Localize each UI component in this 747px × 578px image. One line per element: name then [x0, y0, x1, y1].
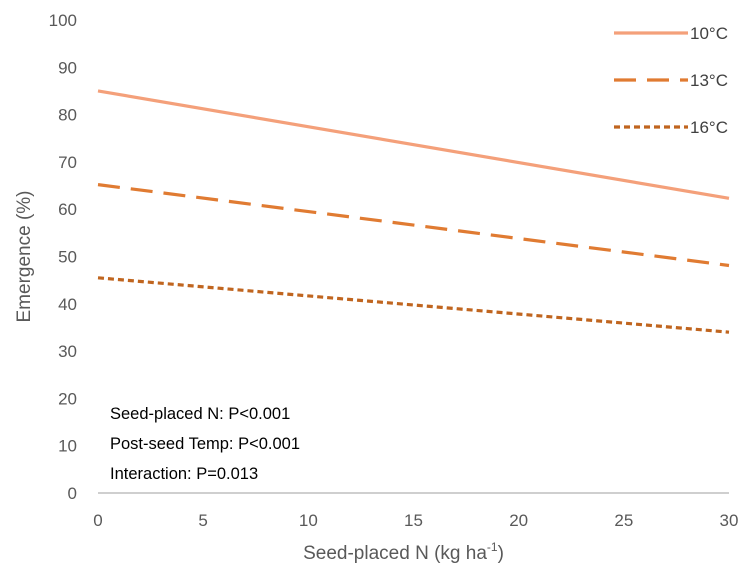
y-tick-label-30: 30: [58, 342, 77, 361]
y-tick-label-10: 10: [58, 437, 77, 456]
x-axis-title-close: ): [498, 543, 504, 564]
legend-label-13-c: 13°C: [690, 71, 728, 90]
x-tick-label-15: 15: [404, 511, 423, 530]
y-tick-labels: 0 10 20 30 40 50 60 70 80 90 100: [49, 11, 77, 503]
x-tick-label-25: 25: [614, 511, 633, 530]
legend: 10°C 13°C 16°C: [614, 24, 728, 137]
y-tick-label-80: 80: [58, 106, 77, 125]
x-tick-label-0: 0: [93, 511, 102, 530]
x-axis-title-superscript: -1: [487, 540, 498, 554]
annotation-3: Interaction: P=0.013: [110, 465, 258, 483]
legend-label-16-c: 16°C: [690, 118, 728, 137]
series-line-13-c: [97, 183, 730, 268]
annotations: Seed-placed N: P<0.001 Post-seed Temp: P<…: [110, 405, 300, 483]
x-axis-title-main: Seed-placed N (kg ha: [303, 543, 487, 564]
y-tick-label-20: 20: [58, 389, 77, 408]
y-tick-label-100: 100: [49, 11, 77, 30]
y-tick-label-0: 0: [68, 484, 77, 503]
y-tick-label-40: 40: [58, 295, 77, 314]
y-tick-label-90: 90: [58, 58, 77, 77]
y-tick-label-60: 60: [58, 200, 77, 219]
series-line-10-c: [97, 89, 730, 200]
annotation-1: Seed-placed N: P<0.001: [110, 405, 290, 423]
x-tick-label-30: 30: [720, 511, 739, 530]
x-axis-title: Seed-placed N (kg ha-1): [303, 540, 504, 564]
y-tick-label-50: 50: [58, 248, 77, 267]
annotation-2: Post-seed Temp: P<0.001: [110, 435, 300, 453]
series-lines: [97, 89, 730, 334]
y-tick-label-70: 70: [58, 153, 77, 172]
x-tick-label-20: 20: [509, 511, 528, 530]
x-tick-label-5: 5: [198, 511, 207, 530]
x-tick-label-10: 10: [299, 511, 318, 530]
series-line-16-c: [97, 276, 730, 334]
legend-label-10-c: 10°C: [690, 24, 728, 43]
y-axis-title: Emergence (%): [14, 191, 35, 323]
x-tick-labels: 0 5 10 15 20 25 30: [93, 511, 738, 530]
